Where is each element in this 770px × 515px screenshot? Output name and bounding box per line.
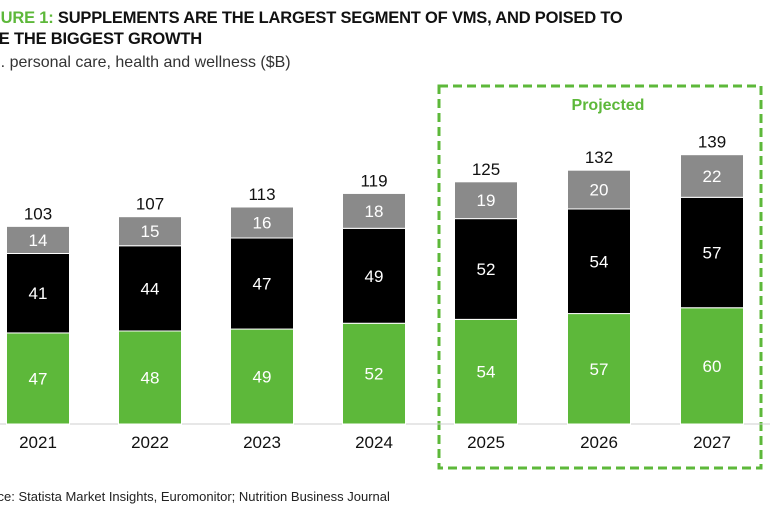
data-label-gray-2023: 16 — [253, 214, 272, 233]
bar-gray-2025 — [454, 181, 518, 220]
bar-gray-2026 — [567, 169, 631, 210]
x-tick-label-2024: 2024 — [355, 433, 393, 452]
figure-number: GURE 1: — [0, 9, 54, 27]
data-label-gray-2026: 20 — [590, 181, 609, 200]
x-tick-label-2022: 2022 — [131, 433, 169, 452]
total-label-2024: 119 — [360, 171, 387, 190]
data-label-gray-2022: 15 — [141, 222, 160, 241]
bar-black-2022 — [118, 245, 182, 332]
data-label-gray-2024: 18 — [365, 202, 384, 221]
x-tick-label-2026: 2026 — [580, 433, 618, 452]
bars-group: 4741141032021484415107202249471611320235… — [6, 133, 744, 452]
bar-green-2021 — [6, 332, 70, 425]
chart-subtitle: S. personal care, health and wellness ($… — [0, 54, 291, 71]
data-label-green-2024: 52 — [365, 365, 384, 384]
total-label-2027: 139 — [698, 133, 726, 152]
bar-green-2026 — [567, 313, 631, 425]
bar-gray-2023 — [230, 206, 294, 239]
data-label-green-2026: 57 — [590, 360, 609, 379]
data-label-green-2023: 49 — [253, 368, 272, 387]
data-label-black-2023: 47 — [253, 275, 272, 294]
bar-black-2026 — [567, 208, 631, 315]
bar-gray-2021 — [6, 225, 70, 254]
total-label-2021: 103 — [24, 204, 52, 223]
projected-region-box — [437, 84, 763, 470]
source-note: urce: Statista Market Insights, Euromoni… — [0, 489, 390, 504]
total-label-2025: 125 — [472, 160, 500, 179]
data-label-gray-2021: 14 — [29, 231, 48, 250]
total-label-2022: 107 — [136, 195, 164, 214]
data-label-black-2021: 41 — [29, 284, 48, 303]
projected-label: Projected — [572, 97, 645, 114]
title-line-1: SUPPLEMENTS ARE THE LARGEST SEGMENT OF V… — [53, 9, 623, 27]
bar-green-2022 — [118, 330, 182, 425]
x-tick-label-2025: 2025 — [467, 433, 505, 452]
data-label-black-2027: 57 — [703, 244, 722, 263]
x-tick-label-2027: 2027 — [693, 433, 731, 452]
total-label-2023: 113 — [248, 185, 275, 204]
bar-gray-2027 — [680, 154, 744, 198]
bar-black-2024 — [342, 227, 406, 324]
bar-green-2027 — [680, 307, 744, 425]
data-label-black-2024: 49 — [365, 267, 384, 286]
data-label-gray-2027: 22 — [703, 167, 722, 186]
data-label-black-2022: 44 — [141, 279, 160, 298]
bar-black-2023 — [230, 237, 294, 330]
x-tick-label-2021: 2021 — [19, 433, 57, 452]
title-line-2: EE THE BIGGEST GROWTH — [0, 30, 202, 48]
data-label-green-2025: 54 — [477, 363, 496, 382]
data-label-green-2021: 47 — [29, 369, 48, 388]
bar-gray-2022 — [118, 216, 182, 247]
data-label-black-2025: 52 — [477, 260, 496, 279]
data-label-green-2027: 60 — [703, 357, 722, 376]
total-label-2026: 132 — [585, 148, 613, 167]
chart-title: GURE 1: SUPPLEMENTS ARE THE LARGEST SEGM… — [0, 8, 768, 50]
bar-green-2024 — [342, 322, 406, 425]
data-label-black-2026: 54 — [590, 252, 609, 271]
bar-black-2025 — [454, 218, 518, 320]
x-tick-label-2023: 2023 — [243, 433, 281, 452]
data-label-green-2022: 48 — [141, 369, 160, 388]
bar-green-2023 — [230, 328, 294, 425]
bar-black-2021 — [6, 253, 70, 334]
data-label-gray-2025: 19 — [477, 191, 496, 210]
bar-gray-2024 — [342, 192, 406, 229]
bar-black-2027 — [680, 196, 744, 309]
